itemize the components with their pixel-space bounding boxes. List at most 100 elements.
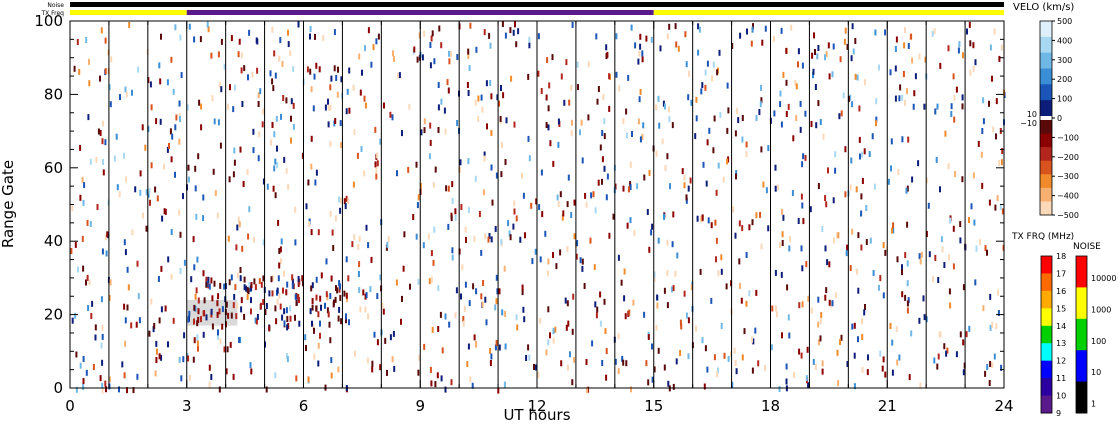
velocity-cell (695, 115, 698, 122)
velocity-cell (482, 280, 485, 286)
velocity-cell (864, 304, 866, 310)
velocity-cell (301, 275, 304, 282)
velocity-cell (647, 334, 650, 340)
velocity-cell (655, 104, 658, 111)
velocity-cell (192, 236, 195, 243)
velocity-cell (646, 209, 649, 215)
velocity-colorbar-tick-label: 300 (1057, 56, 1072, 65)
txfreq-colorbar-tick-label: 18 (1056, 252, 1066, 261)
velocity-cell (164, 305, 167, 312)
velocity-cell (865, 239, 868, 245)
velocity-cell (748, 224, 751, 231)
velocity-cell (632, 299, 635, 306)
velocity-cell (525, 355, 528, 361)
velocity-cell (286, 316, 289, 322)
velocity-cell (539, 317, 542, 324)
velocity-cell (801, 202, 804, 209)
velocity-cell (780, 271, 783, 278)
velocity-cell (402, 265, 405, 272)
velocity-cell (566, 246, 569, 252)
velocity-cell (797, 61, 799, 68)
velocity-cell (674, 270, 677, 277)
velocity-cell (88, 58, 90, 65)
velocity-cell (145, 225, 148, 232)
velocity-cell (549, 140, 552, 147)
velocity-cell (509, 27, 512, 34)
velocity-cell (498, 100, 500, 107)
velocity-cell (500, 238, 503, 245)
velocity-cell (370, 256, 373, 263)
velocity-cell (603, 133, 606, 140)
velocity-cell (828, 261, 831, 268)
velocity-cell (317, 229, 320, 236)
y-tick-label: 20 (44, 306, 63, 324)
velocity-cell (521, 284, 524, 291)
velocity-cell (891, 339, 894, 346)
velocity-cell (715, 256, 717, 263)
velocity-cell (100, 342, 103, 349)
velocity-cell (230, 312, 233, 319)
velocity-cell (981, 128, 984, 134)
velocity-cell (351, 241, 354, 248)
velocity-cell (292, 66, 295, 73)
velocity-cell (257, 155, 260, 162)
velocity-cell (658, 122, 661, 129)
velocity-cell (845, 250, 848, 257)
velocity-cell (286, 353, 289, 359)
velocity-cell (94, 334, 97, 341)
velocity-cell (216, 311, 219, 318)
velocity-cell (946, 347, 949, 354)
velocity-cell (717, 367, 719, 374)
velocity-cell (933, 28, 936, 35)
velocity-cell (514, 21, 516, 28)
velocity-cell (959, 221, 962, 228)
velocity-cell (101, 382, 104, 389)
velocity-cell (137, 293, 140, 300)
velocity-cell (328, 321, 331, 328)
velocity-cell (515, 215, 518, 222)
velocity-cell (549, 332, 551, 339)
velocity-cell (509, 234, 512, 241)
velocity-cell (641, 56, 644, 63)
velocity-cell (207, 276, 210, 283)
velocity-cell (134, 186, 137, 193)
velocity-cell (800, 352, 803, 359)
velocity-cell (694, 133, 697, 140)
velocity-cell (101, 324, 104, 331)
velocity-cell (912, 103, 915, 110)
velocity-cell (952, 73, 955, 80)
velocity-cell (116, 184, 119, 191)
velocity-cell (313, 353, 316, 360)
velocity-cell (759, 101, 762, 108)
velocity-cell (875, 116, 878, 123)
velocity-cell (770, 344, 773, 351)
velocity-cell (467, 343, 470, 350)
velocity-cell (500, 171, 503, 178)
velocity-cell (703, 383, 706, 390)
velocity-cell (467, 48, 470, 55)
velocity-cell (704, 84, 707, 91)
velocity-cell (605, 194, 608, 201)
velocity-cell (717, 162, 720, 169)
velocity-cell (723, 352, 726, 359)
velocity-cell (489, 42, 492, 49)
velocity-cell (523, 316, 526, 323)
velocity-colorbar-tick-label: 200 (1057, 75, 1072, 84)
velocity-cell (816, 53, 819, 60)
velocity-cell (989, 44, 992, 51)
velocity-cell (194, 305, 197, 312)
velocity-cell (339, 197, 342, 204)
velocity-cell (400, 318, 402, 325)
velocity-cell (671, 241, 674, 248)
velocity-cell (167, 341, 169, 348)
velocity-cell (481, 106, 484, 113)
velocity-cell (262, 275, 265, 282)
velocity-cell (329, 84, 332, 91)
velocity-cell (683, 182, 686, 189)
velocity-cell (105, 386, 107, 393)
velocity-cell (477, 116, 480, 122)
velocity-cell (687, 317, 690, 324)
velocity-cell (533, 364, 535, 370)
velocity-cell (359, 89, 362, 96)
velocity-cell (751, 26, 754, 33)
